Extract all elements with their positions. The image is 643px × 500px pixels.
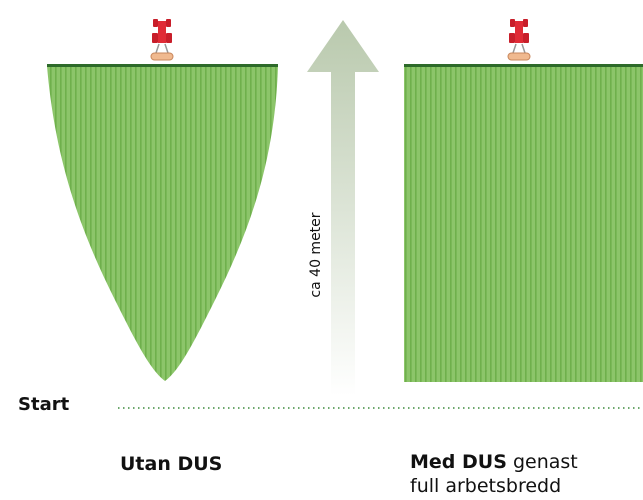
field-left: [47, 66, 278, 381]
start-label: Start: [18, 394, 70, 415]
headland-left: [47, 64, 278, 67]
right-caption-suffix: genast: [513, 451, 578, 473]
right-caption-bold: Med DUS: [410, 451, 507, 473]
distance-arrow: [307, 20, 379, 396]
tractor-left: [151, 19, 173, 60]
right-caption-line2: full arbetsbredd: [410, 475, 561, 497]
right-caption: Med DUS genast: [410, 451, 578, 473]
distance-label: ca 40 meter: [308, 212, 324, 297]
field-right: [404, 66, 643, 382]
left-caption: Utan DUS: [120, 453, 222, 475]
tractor-right: [508, 19, 530, 60]
diagram: ca 40 meter Start Utan DUS Med DUS genas…: [0, 0, 643, 500]
headland-right: [404, 64, 643, 67]
